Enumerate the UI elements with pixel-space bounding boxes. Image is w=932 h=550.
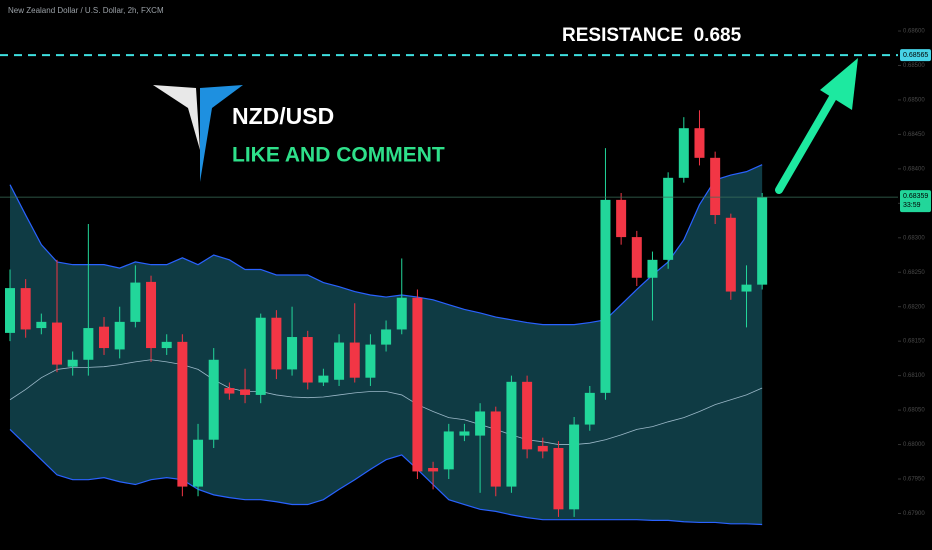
candle-body — [710, 157, 721, 216]
y-tick-label: 0.68300 — [903, 235, 925, 241]
y-tick-label: 0.68400 — [903, 166, 925, 172]
candle-body — [584, 392, 595, 425]
y-tick-label: 0.67900 — [903, 511, 925, 517]
y-tick-label: 0.68500 — [903, 98, 925, 104]
y-tick-label: 0.68450 — [903, 132, 925, 138]
candle-body — [459, 431, 470, 436]
y-tick-label: 0.67950 — [903, 477, 925, 483]
last-price-tag — [900, 190, 931, 213]
candle-body — [208, 359, 219, 440]
logo — [153, 85, 243, 182]
candle-body — [287, 337, 298, 370]
candle-body — [522, 381, 533, 450]
arrow — [775, 58, 858, 194]
candle-body — [302, 337, 313, 383]
band-lower — [9, 428, 763, 526]
candle-body — [475, 411, 486, 436]
candle-body — [20, 288, 31, 330]
candle-body — [52, 322, 63, 365]
candle-body — [130, 282, 141, 322]
candle-body — [271, 317, 282, 370]
y-tick-label: 0.68250 — [903, 270, 925, 276]
plot-area: 0.68600 0.68500 0.68500 0.68450 0.68400 0.683… — [0, 29, 931, 526]
candle-body — [490, 411, 501, 487]
band-upper — [9, 164, 763, 326]
candle-body — [114, 321, 125, 350]
candle-body — [600, 199, 611, 393]
candle-body — [349, 342, 360, 378]
candle-body — [694, 128, 705, 158]
y-tick-label: 0.68100 — [903, 373, 925, 379]
chart-title: NZD/USD — [232, 103, 334, 129]
last-price-label: 0.68359 — [903, 193, 928, 200]
annotation: RESISTANCE 0.685 — [562, 25, 742, 46]
candle-body — [161, 341, 172, 349]
candle-body — [83, 328, 94, 360]
candle-body — [99, 326, 110, 349]
candle-body — [537, 445, 548, 452]
candle-body — [647, 259, 658, 278]
candle-body — [741, 284, 752, 292]
candle-body — [757, 197, 768, 285]
countdown-label: 33:59 — [903, 202, 921, 209]
y-tick-label: 0.68500 — [903, 63, 925, 69]
candle-body — [553, 447, 564, 510]
candle-body — [255, 317, 266, 395]
candle-body — [569, 424, 580, 510]
resistance-tag — [900, 49, 931, 62]
band-middle — [9, 359, 763, 445]
candle-body — [506, 381, 517, 487]
candle-body — [678, 128, 689, 178]
candle-body — [36, 321, 47, 329]
resistance-label: 0.68565 — [903, 52, 928, 59]
candle-body — [146, 281, 157, 349]
y-tick-label: 0.68050 — [903, 408, 925, 414]
y-tick-label: 0.68200 — [903, 304, 925, 310]
candle-body — [5, 288, 15, 333]
candle-body — [663, 177, 674, 260]
candle-body — [412, 297, 423, 472]
candle-body — [631, 237, 642, 278]
candle-body — [428, 467, 439, 472]
candle-body — [318, 375, 329, 383]
candle-body — [240, 389, 251, 395]
candle-body — [616, 199, 627, 238]
candle-body — [443, 431, 454, 470]
y-tick-label: 0.68150 — [903, 339, 925, 345]
candle-body — [381, 329, 392, 345]
candle-body — [334, 342, 345, 380]
chart-subtitle: LIKE AND COMMENT — [232, 144, 445, 167]
y-tick-label: 0.68600 — [903, 29, 925, 35]
y-tick-label: 0.68000 — [903, 442, 925, 448]
candle-body — [224, 388, 235, 394]
candle-body — [177, 341, 188, 487]
header: New Zealand Dollar / U.S. Dollar, 2h, FX… — [8, 6, 164, 15]
candle-body — [67, 359, 78, 367]
candle-body — [365, 344, 376, 378]
candle-body — [193, 439, 204, 487]
candle-body — [396, 297, 407, 330]
candle-body — [725, 217, 736, 292]
